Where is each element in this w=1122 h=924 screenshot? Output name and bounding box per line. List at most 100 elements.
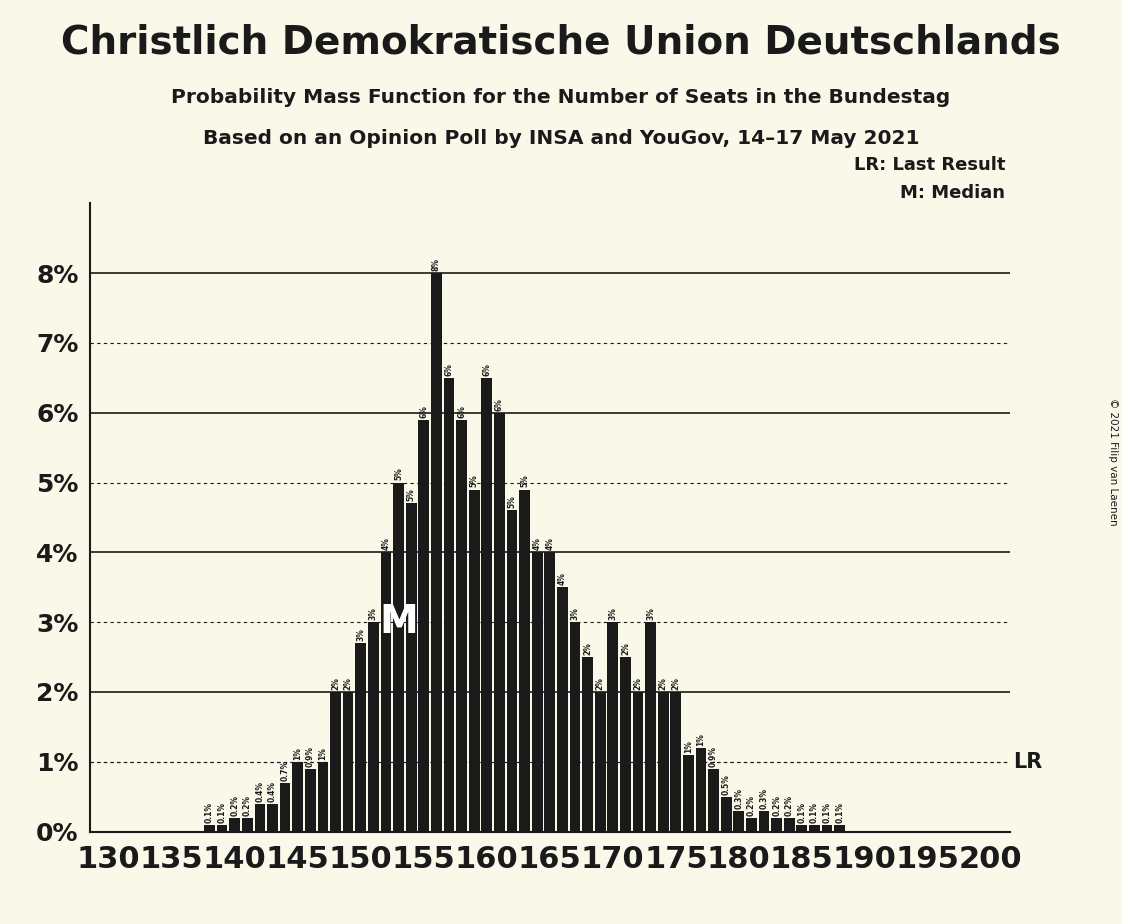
Bar [507, 510, 517, 832]
Text: 0.9%: 0.9% [709, 746, 718, 767]
Bar [305, 769, 315, 832]
Text: 3%: 3% [646, 607, 655, 620]
Text: 0.2%: 0.2% [747, 795, 756, 816]
Text: 0.5%: 0.5% [721, 773, 730, 795]
Bar [570, 622, 580, 832]
Text: Based on an Opinion Poll by INSA and YouGov, 14–17 May 2021: Based on an Opinion Poll by INSA and You… [203, 129, 919, 149]
Text: 0.1%: 0.1% [205, 801, 214, 822]
Text: 3%: 3% [608, 607, 617, 620]
Text: 0.3%: 0.3% [760, 787, 769, 808]
Text: © 2021 Filip van Laenen: © 2021 Filip van Laenen [1109, 398, 1118, 526]
Bar [519, 490, 530, 832]
Text: 4%: 4% [533, 538, 542, 551]
Bar [279, 783, 291, 832]
Bar [494, 413, 505, 832]
Bar [406, 504, 416, 832]
Bar [532, 553, 543, 832]
Text: 5%: 5% [406, 489, 415, 502]
Text: 2%: 2% [659, 677, 668, 690]
Text: 3%: 3% [570, 607, 579, 620]
Text: 0.2%: 0.2% [772, 795, 781, 816]
Text: 0.1%: 0.1% [798, 801, 807, 822]
Bar [797, 824, 807, 832]
Bar [469, 490, 479, 832]
Text: 6%: 6% [482, 363, 491, 376]
Bar [293, 761, 303, 832]
Bar [419, 419, 429, 832]
Text: M: Median: M: Median [900, 185, 1005, 202]
Text: 0.4%: 0.4% [256, 781, 265, 802]
Bar [267, 804, 278, 832]
Text: 2%: 2% [583, 642, 592, 655]
Text: 1%: 1% [697, 733, 706, 746]
Text: 2%: 2% [620, 642, 629, 655]
Bar [633, 692, 643, 832]
Text: 1%: 1% [319, 747, 328, 760]
Bar [457, 419, 467, 832]
Bar [255, 804, 265, 832]
Bar [758, 810, 770, 832]
Text: 6%: 6% [495, 397, 504, 410]
Bar [720, 796, 732, 832]
Text: M: M [379, 603, 417, 641]
Text: Christlich Demokratische Union Deutschlands: Christlich Demokratische Union Deutschla… [61, 23, 1061, 61]
Bar [393, 482, 404, 832]
Text: LR: LR [1013, 752, 1042, 772]
Text: 2%: 2% [671, 677, 680, 690]
Bar [356, 643, 366, 832]
Bar [645, 622, 656, 832]
Bar [481, 378, 493, 832]
Bar [242, 818, 252, 832]
Text: 5%: 5% [507, 495, 516, 508]
Bar [229, 818, 240, 832]
Bar [835, 824, 845, 832]
Bar [557, 588, 568, 832]
Bar [318, 761, 329, 832]
Text: 6%: 6% [420, 405, 429, 418]
Bar [784, 818, 794, 832]
Text: Probability Mass Function for the Number of Seats in the Bundestag: Probability Mass Function for the Number… [172, 88, 950, 107]
Text: 0.1%: 0.1% [810, 801, 819, 822]
Text: 4%: 4% [545, 538, 554, 551]
Bar [657, 692, 669, 832]
Text: 3%: 3% [356, 628, 366, 641]
Bar [821, 824, 833, 832]
Text: 6%: 6% [457, 405, 466, 418]
Bar [671, 692, 681, 832]
Text: 2%: 2% [596, 677, 605, 690]
Bar [368, 622, 379, 832]
Text: 0.2%: 0.2% [230, 795, 239, 816]
Bar [683, 755, 693, 832]
Text: 0.1%: 0.1% [835, 801, 844, 822]
Bar [443, 378, 454, 832]
Bar [620, 657, 631, 832]
Bar [734, 810, 744, 832]
Bar [809, 824, 820, 832]
Bar [431, 274, 442, 832]
Bar [771, 818, 782, 832]
Bar [330, 692, 341, 832]
Bar [696, 748, 707, 832]
Text: 2%: 2% [331, 677, 340, 690]
Text: 8%: 8% [432, 258, 441, 271]
Bar [204, 824, 214, 832]
Text: 2%: 2% [634, 677, 643, 690]
Bar [380, 553, 392, 832]
Bar [746, 818, 756, 832]
Text: 5%: 5% [394, 468, 403, 480]
Bar [342, 692, 353, 832]
Text: 0.9%: 0.9% [306, 746, 315, 767]
Bar [708, 769, 719, 832]
Text: 0.4%: 0.4% [268, 781, 277, 802]
Bar [582, 657, 592, 832]
Text: 0.3%: 0.3% [734, 787, 744, 808]
Bar [217, 824, 228, 832]
Text: 5%: 5% [521, 475, 530, 488]
Text: 4%: 4% [381, 538, 390, 551]
Text: 0.1%: 0.1% [218, 801, 227, 822]
Text: 1%: 1% [293, 747, 302, 760]
Text: 0.2%: 0.2% [784, 795, 793, 816]
Text: 1%: 1% [684, 740, 693, 753]
Text: 6%: 6% [444, 363, 453, 376]
Text: 0.2%: 0.2% [242, 795, 251, 816]
